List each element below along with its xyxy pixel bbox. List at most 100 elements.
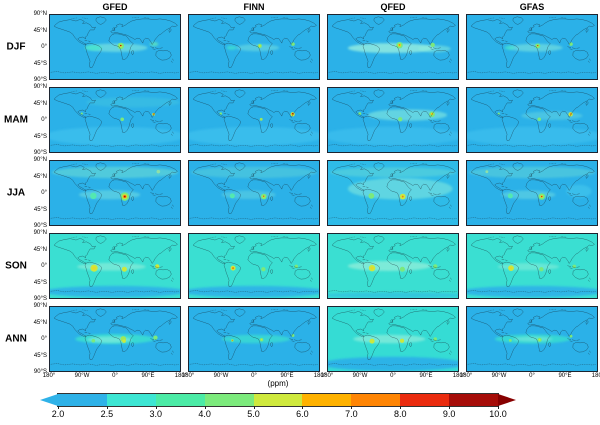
row-label-cell-mam: MAM 90°N 45°N 0° 45°S 90°S [0, 84, 48, 156]
coastline-path [349, 89, 428, 92]
coastline-path [332, 311, 374, 338]
map-panel-ann-gfas [466, 306, 598, 372]
coastline-path [294, 342, 311, 353]
concentration-band [190, 166, 318, 179]
world-map-svg [50, 307, 180, 371]
emission-hotspot [153, 335, 158, 340]
coastline-path [567, 119, 580, 123]
xtick-group: 180° 90°W 0° 90°E 180° [182, 372, 326, 381]
concentration-band [347, 43, 435, 54]
coastline-path [567, 46, 580, 50]
coastline-path [471, 19, 513, 46]
concentration-band [328, 292, 458, 298]
coastlines [50, 308, 180, 366]
coastline-path [362, 115, 380, 141]
coastlines [328, 16, 458, 74]
coastline-path [328, 71, 458, 74]
emission-hotspot [120, 44, 122, 47]
coastline-path [332, 19, 374, 46]
coastline-path [471, 165, 513, 192]
concentration-band [367, 109, 448, 121]
coastline-path [390, 27, 394, 31]
concentration-band [329, 167, 457, 178]
coastline-path [131, 50, 134, 56]
coastline-path [388, 91, 456, 118]
coastline-path [171, 58, 174, 63]
map-panel-jja-gfas [466, 160, 598, 226]
ytick-label: 45°N [33, 319, 47, 326]
coastline-path [84, 113, 91, 115]
colorbar-segment [400, 394, 450, 406]
coastline-path [168, 247, 172, 252]
coastline-path [588, 350, 591, 355]
coastline-path [108, 252, 134, 279]
ytick-label: 0° [41, 117, 47, 123]
xtick-label: 0° [390, 373, 396, 379]
coastline-path [155, 196, 172, 207]
coastline-path [131, 123, 134, 129]
coastline-path [529, 319, 533, 323]
colorbar-segment [449, 394, 499, 406]
ytick-label: 45°S [33, 352, 47, 359]
ytick-label: 90°N [33, 230, 47, 236]
coastline-path [150, 46, 163, 50]
emission-hotspot [541, 195, 543, 198]
emission-hotspot [120, 117, 125, 122]
ytick-label: 90°S [33, 77, 47, 83]
emission-hotspot [258, 45, 261, 47]
xtick-label: 90°E [558, 373, 572, 379]
coastline-path [289, 119, 302, 123]
world-map-svg [328, 161, 458, 225]
emission-hotspot [121, 266, 127, 272]
coastline-path [294, 269, 311, 280]
emission-hotspot [292, 113, 294, 115]
coastline-path [307, 320, 311, 325]
coastline-path [234, 89, 246, 98]
xtick-label: 90°E [280, 373, 294, 379]
coastline-path [310, 204, 313, 209]
coastline-path [234, 16, 246, 25]
xtick-group: 180° 90°W 0° 90°E 180° [460, 372, 600, 381]
coastline-path [349, 235, 428, 238]
coastline-path [155, 50, 172, 61]
coastline-path [501, 261, 519, 287]
coastlines [189, 235, 319, 293]
ytick-label: 45°N [33, 100, 47, 107]
coastline-path [270, 123, 273, 129]
coastline-path [251, 319, 255, 323]
coastline-path [112, 319, 116, 323]
coastline-path [488, 308, 567, 311]
coastline-path [501, 259, 508, 261]
ytick-label: 45°N [33, 27, 47, 34]
coastline-path [84, 259, 91, 261]
emission-hotspot [219, 112, 223, 115]
coastline-path [270, 196, 273, 202]
coastline-path [433, 50, 450, 61]
coastline-path [112, 100, 116, 104]
concentration-band [189, 126, 319, 146]
coastline-path [388, 310, 456, 337]
world-map-svg [328, 15, 458, 79]
coastline-path [168, 28, 172, 33]
coastline-path [386, 252, 412, 279]
coastline-path [249, 237, 317, 264]
world-map-svg [467, 15, 597, 79]
ytick-label: 45°S [33, 60, 47, 67]
xtick-label: 90°W [74, 373, 90, 379]
coastline-path [349, 16, 428, 19]
coastline-path [247, 325, 273, 352]
xtick-label: 180° [452, 373, 466, 379]
coastline-path [512, 16, 524, 25]
world-map-svg [189, 234, 319, 298]
colorbar-tick-label: 2.0 [51, 409, 65, 419]
map-panel-mam-qfed [327, 87, 459, 153]
coastline-path [488, 89, 567, 92]
coastline-path [390, 246, 394, 250]
coastline-path [585, 174, 589, 179]
coastline-path [328, 290, 458, 293]
coastline-path [588, 58, 591, 63]
concentration-band [86, 97, 180, 108]
concentration-band [468, 166, 596, 179]
concentration-band [235, 44, 280, 52]
emission-hotspot [260, 339, 263, 341]
